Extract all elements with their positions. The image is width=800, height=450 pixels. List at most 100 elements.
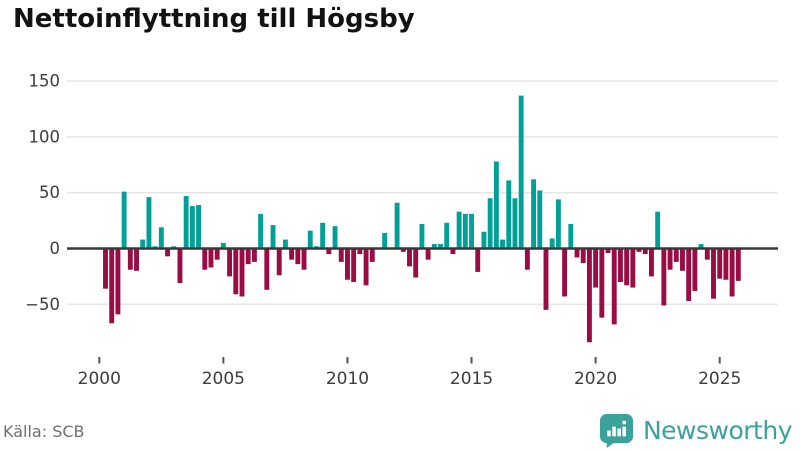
bar (103, 248, 108, 289)
bar (208, 248, 214, 268)
bar (456, 211, 462, 249)
bar (599, 248, 605, 318)
y-axis-tick-label: 0 (50, 239, 61, 258)
bar (574, 248, 580, 258)
bar (667, 248, 673, 270)
bar (127, 248, 133, 270)
x-axis-tick-label: 2015 (450, 369, 493, 389)
bar (227, 248, 233, 277)
bar (351, 248, 357, 282)
bar (413, 248, 419, 278)
bar (593, 248, 599, 288)
bar (438, 244, 443, 249)
bar (214, 248, 220, 260)
page-title: Nettoinflyttning till Högsby (13, 4, 415, 34)
bar (338, 248, 344, 262)
bar (524, 248, 530, 270)
bar (109, 248, 115, 324)
bar (469, 213, 474, 249)
bar (307, 230, 313, 249)
bar (289, 248, 295, 260)
bar (673, 248, 679, 262)
bar (661, 248, 667, 306)
y-axis-tick-label: 100 (29, 127, 61, 146)
bar (165, 248, 170, 257)
bar (518, 95, 524, 249)
bar (264, 248, 270, 290)
bar (295, 248, 301, 265)
bar (531, 179, 537, 249)
bar (326, 248, 332, 255)
bar (394, 202, 400, 249)
bar (624, 248, 630, 286)
bar (506, 180, 512, 249)
bar (251, 248, 257, 262)
bar (301, 248, 307, 270)
newsworthy-brand: Newsworthy (599, 411, 793, 449)
bar (729, 248, 735, 297)
bar (146, 197, 152, 249)
bar (723, 248, 729, 280)
bar (134, 248, 139, 271)
bar (586, 248, 592, 343)
bar (220, 242, 226, 249)
bar (543, 248, 549, 310)
bar (332, 226, 338, 249)
bar (320, 222, 326, 249)
bar (568, 223, 574, 249)
bar (258, 213, 264, 249)
bar (698, 244, 704, 249)
bar (636, 248, 642, 252)
bar (512, 198, 518, 249)
bar (630, 248, 636, 288)
bar (282, 239, 288, 249)
x-axis-tick-label: 2025 (698, 369, 741, 389)
x-axis-tick-label: 2020 (574, 369, 617, 389)
bar (202, 248, 208, 270)
bar (444, 222, 450, 249)
bar (704, 248, 710, 260)
bar (239, 248, 245, 297)
source-label: Källa: SCB (3, 422, 85, 441)
bar (357, 248, 363, 255)
bar (735, 248, 741, 281)
y-axis-tick-label: −50 (25, 295, 60, 314)
bar (140, 239, 146, 249)
bar (233, 248, 239, 295)
bar (407, 248, 412, 267)
x-axis-tick-label: 2005 (202, 369, 245, 389)
bar (121, 191, 127, 249)
bar (655, 211, 661, 249)
net-migration-bar-chart: 150 100 50 0 −50 2000 2005 2010 2015 2020 2025 (25, 72, 778, 389)
y-axis-tick-label: 150 (29, 72, 61, 91)
bar (177, 248, 183, 284)
bar (487, 198, 493, 249)
bar (189, 206, 195, 249)
y-axis-tick-label: 50 (39, 183, 60, 202)
bar (450, 248, 456, 255)
bar (717, 248, 723, 279)
bar (345, 248, 350, 280)
bar (462, 213, 468, 249)
bar (537, 190, 543, 249)
bar (711, 248, 716, 299)
bar (549, 238, 555, 249)
bar (562, 248, 568, 297)
bar (363, 248, 369, 286)
bar (400, 248, 406, 252)
x-axis-tick-label: 2000 (78, 369, 121, 389)
bar (270, 225, 276, 249)
bar (649, 248, 654, 277)
newsworthy-wordmark: Newsworthy (642, 415, 793, 445)
bar (115, 248, 121, 315)
bar (692, 248, 698, 291)
bar (158, 227, 164, 249)
bar (183, 196, 189, 249)
bar (580, 248, 586, 264)
bar (642, 248, 648, 255)
bar (382, 232, 388, 249)
bar (605, 248, 611, 253)
bar (555, 199, 561, 249)
bar (617, 248, 623, 282)
bar (500, 239, 506, 249)
